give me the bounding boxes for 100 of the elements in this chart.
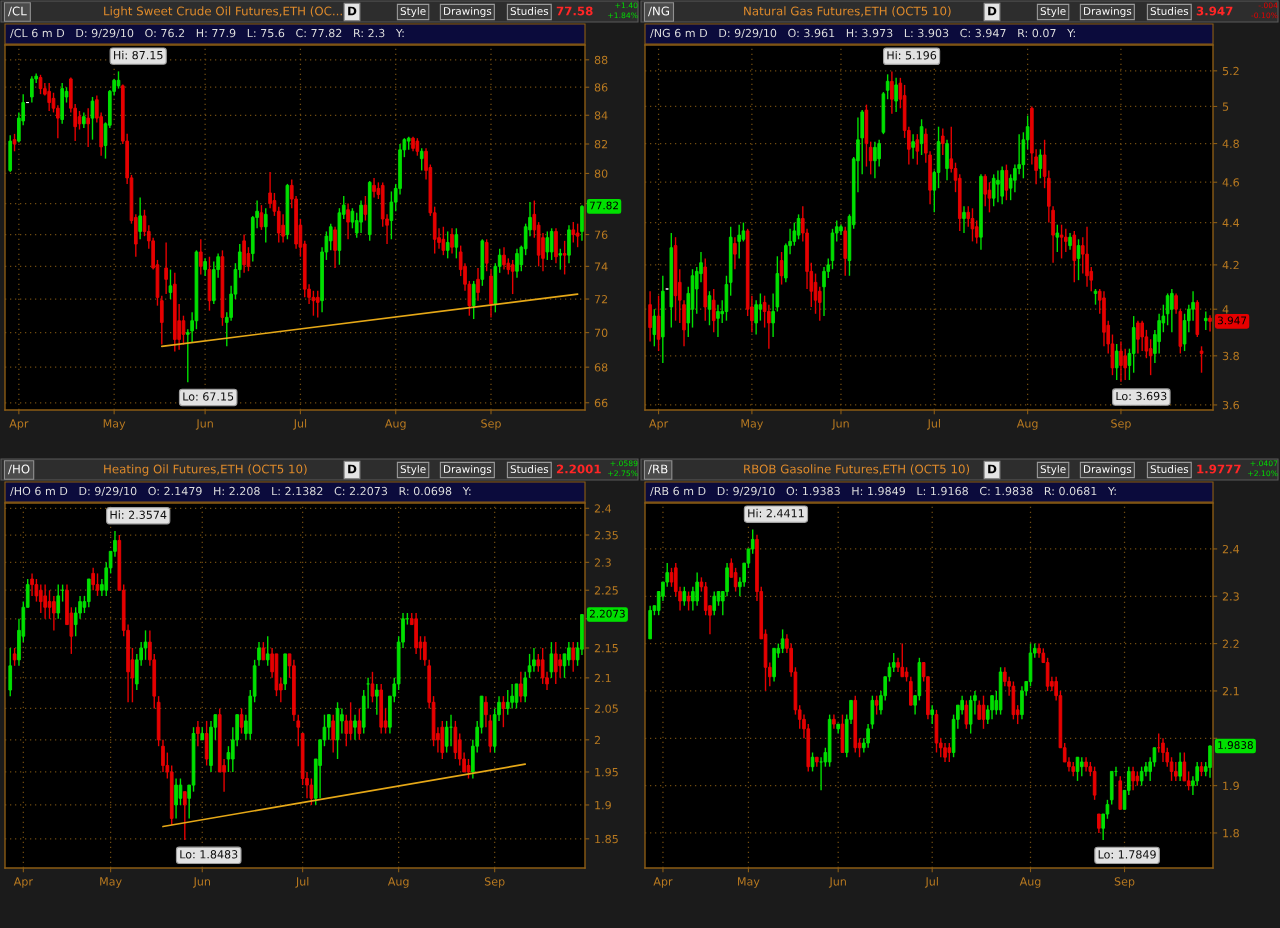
x-tick-label: Sep [1111, 419, 1131, 430]
candlestick [558, 653, 562, 679]
candlestick [510, 259, 515, 295]
candlestick [359, 199, 363, 234]
candlestick [450, 227, 454, 255]
candlestick [181, 315, 186, 346]
chart-subtitle: /CL 6 m D D: 9/29/10 O: 76.2 H: 77.9 L: 75.6 C: 77.82 R: 2.3 Y: [10, 28, 404, 39]
candlestick [1092, 765, 1097, 801]
x-tick-label: Aug [1016, 419, 1038, 430]
candlestick [1161, 737, 1165, 763]
candlestick [357, 707, 362, 741]
candlestick [502, 246, 506, 271]
x-tick-label: Jun [831, 419, 849, 430]
candlestick [454, 227, 459, 260]
y-tick-label: 5.2 [1222, 66, 1239, 76]
x-tick-label: Apr [649, 419, 669, 430]
candlestick [1097, 813, 1101, 834]
candlestick [174, 777, 178, 820]
candlestick [143, 629, 148, 661]
x-tick-label: Sep [481, 419, 501, 430]
candlestick [682, 586, 687, 607]
annotation: 77.82 [590, 201, 618, 210]
text: D [988, 6, 997, 16]
candlestick [549, 641, 554, 679]
y-tick-label: 68 [594, 363, 608, 372]
x-tick-label: Aug [384, 419, 406, 430]
y-tick-label: 2.4 [1222, 544, 1240, 554]
candlestick [571, 641, 576, 673]
annotation: 1.9838 [1218, 741, 1253, 749]
candlestick [874, 694, 879, 716]
y-tick-label: 4.4 [1222, 218, 1240, 227]
candlestick [348, 701, 353, 741]
candlestick [47, 589, 52, 620]
candlestick [553, 641, 558, 685]
annotation: Lo: 1.8483 [180, 850, 238, 859]
text: /HO [8, 464, 30, 475]
candlestick [441, 226, 446, 256]
y-tick-label: 74 [594, 262, 608, 271]
candlestick [1038, 148, 1043, 179]
x-tick-label: May [738, 877, 760, 888]
candlestick [1055, 223, 1060, 253]
candlestick [558, 248, 563, 271]
candlestick [873, 140, 877, 179]
text: Drawings [444, 464, 492, 476]
text: 77.58 [556, 6, 593, 16]
candlestick [56, 583, 61, 620]
x-tick-label: Jun [193, 877, 210, 888]
candlestick [868, 140, 873, 176]
y-tick-label: 84 [594, 111, 608, 120]
x-tick-label: Aug [387, 877, 409, 888]
candlestick [30, 572, 34, 597]
candlestick [990, 694, 994, 721]
candlestick [1203, 310, 1208, 331]
y-tick-label: 82 [594, 139, 608, 149]
x-tick-label: Jun [195, 419, 213, 430]
y-tick-label: 2.2 [1222, 639, 1239, 648]
candlestick [138, 196, 142, 240]
y-tick-label: 2.05 [594, 704, 618, 713]
text: Style [1040, 6, 1066, 18]
candlestick [909, 676, 913, 706]
candlestick [86, 578, 91, 608]
y-tick-label: 72 [594, 295, 608, 304]
candlestick [471, 280, 476, 320]
x-tick-label: May [741, 419, 764, 430]
candlestick [159, 295, 164, 346]
candlestick [648, 290, 652, 343]
chart-subtitle: /RB 6 m D D: 9/29/10 O: 1.9383 H: 1.9849 L: 1.9168 C: 1.9838 R: 0.0681 Y: [650, 486, 1116, 497]
candlestick [164, 241, 168, 295]
candlestick [1004, 163, 1009, 201]
y-tick-label: 2.1 [1222, 686, 1239, 696]
y-tick-label: 1.95 [595, 767, 618, 777]
candlestick [259, 204, 264, 231]
candlestick [372, 177, 376, 199]
text: Studies [510, 6, 549, 16]
candlestick [758, 292, 763, 322]
y-tick-label: 1.85 [595, 834, 618, 844]
y-tick-label: 4.2 [1222, 260, 1239, 270]
y-tick-label: 1.9 [595, 800, 611, 810]
candlestick [1140, 319, 1144, 352]
candlestick [86, 107, 90, 148]
candlestick [374, 683, 379, 716]
candlestick [515, 248, 519, 279]
candlestick [911, 133, 915, 160]
y-tick-label: 70 [594, 328, 608, 337]
x-tick-label: Jul [924, 877, 938, 888]
annotation: Hi: 2.4411 [748, 508, 804, 518]
y-tick-label: 2.4 [594, 504, 612, 513]
chart-subtitle: /HO 6 m D D: 9/29/10 O: 2.1479 H: 2.208 L: 2.1382 C: 2.2073 R: 0.0698 Y: [10, 486, 471, 497]
candlestick [977, 699, 982, 721]
candlestick [779, 251, 784, 286]
x-tick-label: Jul [927, 419, 940, 430]
x-tick-label: May [100, 877, 122, 888]
candlestick [519, 671, 523, 703]
candlestick [514, 683, 519, 710]
candlestick [501, 695, 506, 728]
candlestick [1169, 756, 1174, 782]
y-tick-label: 86 [594, 83, 608, 92]
y-tick-label: 1.9 [1223, 781, 1239, 791]
y-tick-label: 3.8 [1222, 351, 1239, 361]
candlestick [733, 236, 737, 270]
